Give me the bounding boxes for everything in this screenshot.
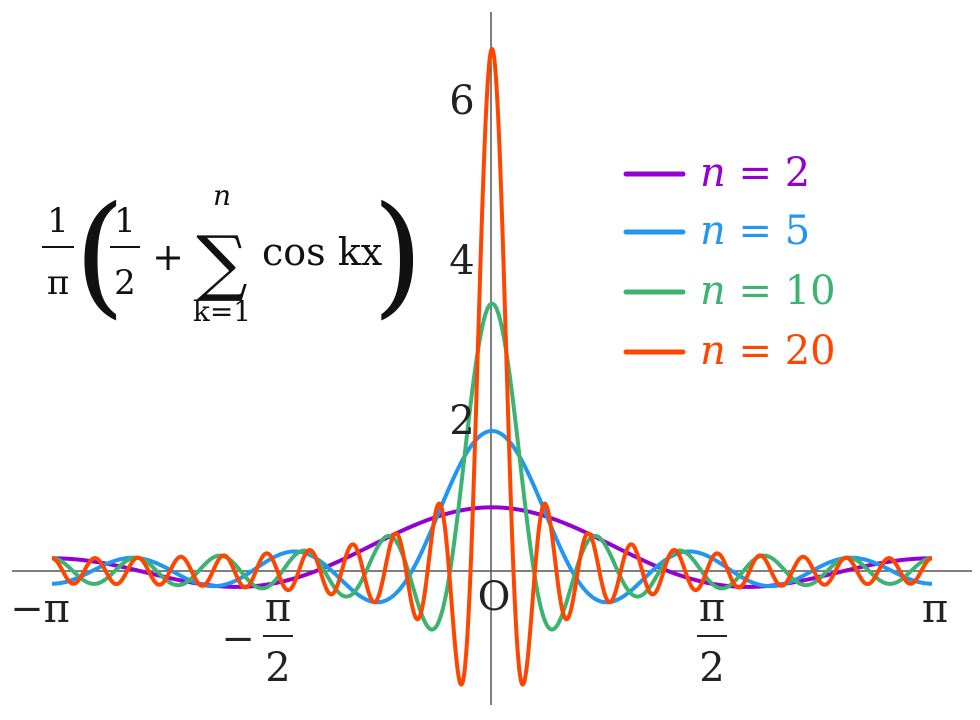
x-tick-label-neg-pi: −π xyxy=(10,586,70,632)
x-tick-den: 2 xyxy=(699,645,724,691)
formula-prefix-numerator: 1 xyxy=(47,201,69,241)
x-tick-num: π xyxy=(265,585,291,631)
formula-paren-open: ( xyxy=(74,178,126,332)
x-tick-minus: − xyxy=(221,616,255,662)
x-tick-num: π xyxy=(699,585,725,631)
formula-term: cos kx xyxy=(262,230,382,274)
x-tick-label-half-pi: π 2 xyxy=(697,585,727,691)
x-tick-den: 2 xyxy=(265,645,290,691)
legend-item-n5: n = 5 xyxy=(623,208,810,254)
formula-sum-upper: n xyxy=(213,179,231,212)
legend-label-n20: n = 20 xyxy=(700,328,836,374)
formula-paren-close: ) xyxy=(372,178,424,332)
formula-sigma: ∑ xyxy=(196,220,247,304)
formula-half-denominator: 2 xyxy=(114,263,136,303)
series-line-n20 xyxy=(50,46,934,687)
y-tick-label-2: 2 xyxy=(449,398,474,444)
formula-prefix-denominator: π xyxy=(47,263,69,303)
legend-label-n2: n = 2 xyxy=(700,150,810,196)
formula-plus: + xyxy=(152,235,184,279)
x-tick-label-origin: O xyxy=(478,574,511,620)
legend-label-n10: n = 10 xyxy=(700,268,836,314)
y-tick-label-6: 6 xyxy=(449,78,474,124)
y-tick-label-4: 4 xyxy=(449,238,474,284)
series-layer xyxy=(50,46,934,687)
x-tick-label-pi: π xyxy=(922,586,948,632)
legend-item-n20: n = 20 xyxy=(623,328,836,374)
legend-item-n10: n = 10 xyxy=(623,268,836,314)
legend: n = 2 n = 5 n = 10 n = 20 xyxy=(623,150,836,374)
legend-label-n5: n = 5 xyxy=(700,208,810,254)
x-tick-label-neg-half-pi: − π 2 xyxy=(221,585,293,691)
series-line-n10 xyxy=(50,301,934,632)
formula-annotation: 1 π ( 1 2 + n ∑ k=1 cos kx ) xyxy=(42,178,424,332)
formula-sum-lower: k=1 xyxy=(193,295,251,328)
legend-item-n2: n = 2 xyxy=(623,150,810,196)
formula-half-numerator: 1 xyxy=(114,201,136,241)
